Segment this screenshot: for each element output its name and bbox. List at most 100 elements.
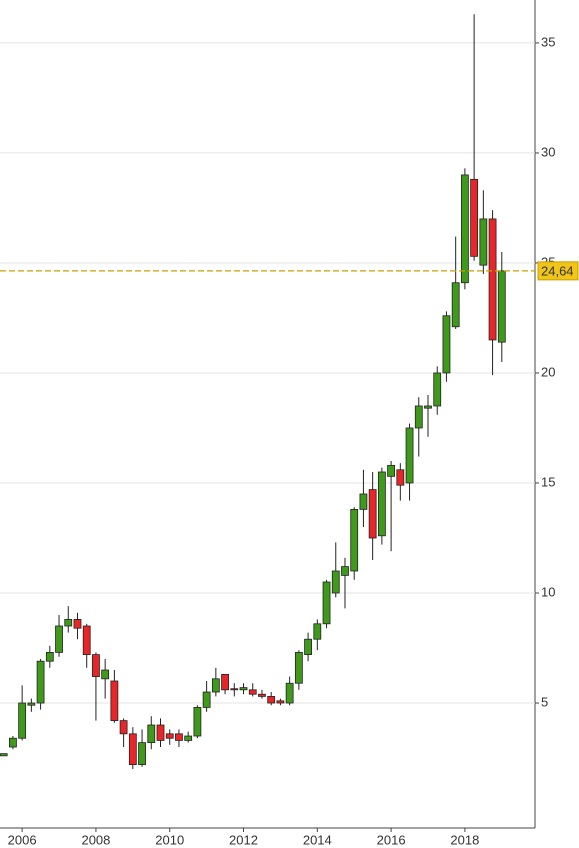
candle-body bbox=[248, 689, 257, 695]
candle-body bbox=[488, 218, 497, 341]
candle-body bbox=[202, 691, 211, 708]
candle-body bbox=[442, 315, 451, 374]
candle-body bbox=[322, 581, 331, 625]
candle-body bbox=[377, 471, 386, 537]
candle-body bbox=[368, 489, 377, 539]
candle bbox=[414, 397, 423, 457]
candle-body bbox=[497, 270, 506, 343]
candle bbox=[92, 652, 100, 721]
candle-body bbox=[64, 619, 73, 627]
candle-body bbox=[387, 464, 396, 477]
candle bbox=[322, 579, 331, 629]
candle bbox=[156, 718, 165, 748]
candle-body bbox=[276, 700, 285, 704]
candle-body bbox=[73, 619, 82, 629]
candle bbox=[138, 729, 146, 767]
candle-body bbox=[0, 753, 8, 757]
last-price-label: 24,64 bbox=[541, 263, 574, 278]
candle bbox=[64, 606, 73, 633]
candle-body bbox=[101, 669, 110, 680]
y-tick-label: 15 bbox=[541, 474, 555, 489]
y-tick-label: 10 bbox=[541, 584, 555, 599]
x-tick-label: 2012 bbox=[229, 832, 258, 847]
candle-body bbox=[165, 733, 174, 739]
candle-body bbox=[119, 720, 128, 735]
candle bbox=[304, 632, 312, 662]
candle bbox=[221, 674, 229, 695]
candle-body bbox=[331, 570, 340, 594]
candle bbox=[470, 14, 479, 261]
x-tick-label: 2008 bbox=[81, 832, 110, 847]
candle-body bbox=[460, 174, 469, 284]
candle bbox=[258, 689, 266, 699]
candle-body bbox=[193, 707, 202, 737]
candle-body bbox=[175, 733, 183, 741]
candle-body bbox=[138, 742, 146, 766]
candle-body bbox=[147, 724, 156, 744]
candle-body bbox=[211, 678, 220, 693]
candle bbox=[82, 623, 91, 668]
candle-body bbox=[294, 652, 303, 684]
candle bbox=[313, 619, 322, 651]
candle bbox=[184, 731, 193, 743]
candle-body bbox=[82, 625, 91, 656]
candle bbox=[377, 467, 386, 545]
candle bbox=[368, 471, 377, 560]
candle-body bbox=[350, 508, 359, 572]
candle bbox=[285, 676, 294, 706]
candle-body bbox=[55, 625, 63, 653]
candle bbox=[479, 190, 488, 274]
candle bbox=[36, 659, 45, 710]
candle-body bbox=[92, 654, 100, 678]
candle-body bbox=[128, 733, 137, 766]
candle bbox=[442, 311, 451, 382]
candle-body bbox=[156, 724, 165, 741]
candle-body bbox=[45, 652, 54, 662]
candle bbox=[55, 615, 63, 657]
candle bbox=[460, 168, 469, 290]
candle bbox=[73, 612, 82, 640]
candle bbox=[202, 681, 211, 712]
candle-body bbox=[405, 427, 414, 484]
candle bbox=[211, 667, 220, 697]
candle bbox=[497, 251, 506, 362]
candle bbox=[433, 366, 442, 415]
candle-body bbox=[239, 687, 248, 691]
candle-body bbox=[424, 405, 432, 409]
candle-body bbox=[433, 372, 442, 407]
candle-body bbox=[9, 737, 17, 748]
candle bbox=[488, 210, 497, 376]
y-tick-label: 35 bbox=[541, 34, 555, 49]
candle-body bbox=[267, 696, 276, 704]
candle-body bbox=[285, 682, 294, 704]
candle bbox=[147, 716, 156, 750]
candle-body bbox=[396, 469, 405, 486]
last-price-badge bbox=[537, 261, 579, 281]
candle bbox=[45, 645, 54, 668]
plot-area bbox=[0, 0, 535, 828]
candle-body bbox=[258, 693, 266, 697]
x-tick-label: 2010 bbox=[155, 832, 184, 847]
x-tick-label: 2006 bbox=[8, 832, 37, 847]
candle-body bbox=[221, 674, 229, 691]
candle bbox=[9, 736, 17, 750]
candle bbox=[276, 698, 285, 706]
x-tick-label: 2014 bbox=[303, 832, 332, 847]
x-tick-label: 2016 bbox=[377, 832, 406, 847]
candle bbox=[128, 727, 137, 770]
y-tick-label: 20 bbox=[541, 364, 555, 379]
grid bbox=[0, 42, 535, 704]
candle-body bbox=[36, 660, 45, 704]
candle bbox=[341, 557, 349, 609]
x-tick-label: 2018 bbox=[450, 832, 479, 847]
candle-body bbox=[470, 178, 479, 257]
candle-body bbox=[27, 702, 36, 706]
candle bbox=[396, 463, 405, 501]
candle-body bbox=[18, 702, 27, 739]
candle bbox=[101, 659, 110, 699]
candle bbox=[27, 698, 36, 712]
candle-body bbox=[414, 405, 423, 429]
candle bbox=[359, 469, 368, 527]
candle-body bbox=[341, 566, 349, 576]
